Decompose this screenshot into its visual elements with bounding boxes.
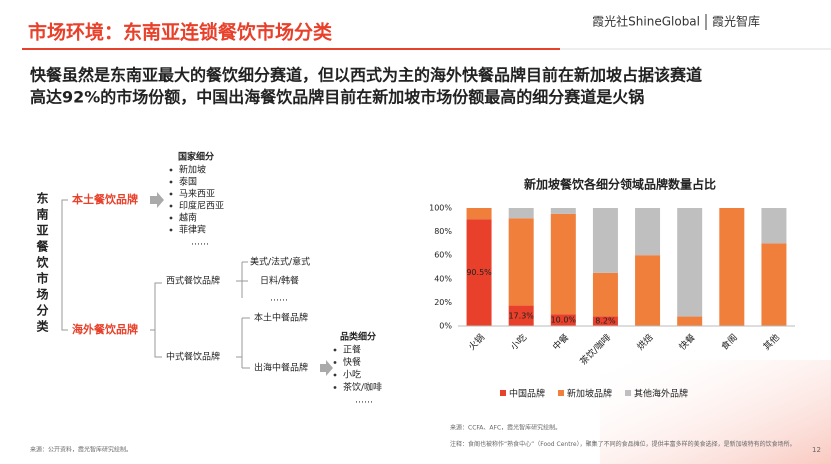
- legend-swatch: [625, 390, 632, 396]
- source: 来源：公开资料，霞光智库研究绘制。: [30, 446, 132, 454]
- bullet: [169, 168, 173, 172]
- bullet: [333, 373, 337, 377]
- legend-label: 中国品牌: [509, 388, 545, 400]
- list-item: 马来西亚: [179, 189, 215, 200]
- list-item: ……: [191, 238, 209, 248]
- legend-swatch: [500, 390, 506, 396]
- y-tick-label: 60%: [434, 251, 452, 260]
- bar-segment: [550, 314, 576, 326]
- bullet: [169, 204, 173, 208]
- bar-segment: [592, 272, 618, 317]
- y-tick-label: 20%: [434, 298, 452, 307]
- x-tick-label: 火锅: [466, 332, 487, 353]
- arrow: [150, 192, 164, 208]
- x-tick-label: 小吃: [508, 331, 529, 352]
- legend-swatch: [558, 390, 565, 396]
- x-tick-label: 烘焙: [634, 331, 655, 352]
- branch-label: 海外餐饮品牌: [72, 322, 138, 336]
- list-title: 品类细分: [340, 331, 376, 343]
- bar-segment: [719, 208, 745, 326]
- bar-segment: [635, 255, 661, 326]
- bar-segment: [508, 305, 534, 326]
- legend-label: 新加坡品牌: [567, 388, 612, 400]
- bar-segment: [761, 243, 787, 326]
- value-label: 10.0%: [551, 316, 577, 325]
- brand: 霞光智库: [712, 14, 760, 29]
- value-label: 90.5%: [466, 268, 492, 277]
- bullet: [169, 228, 173, 232]
- bar-segment: [677, 316, 703, 326]
- y-tick-label: 40%: [434, 274, 452, 283]
- bullet: [169, 192, 173, 196]
- arrow: [320, 360, 333, 376]
- bar-segment: [466, 208, 492, 220]
- list-item: 菲律宾: [179, 224, 206, 236]
- bullet: [169, 180, 173, 184]
- y-tick-label: 80%: [434, 227, 452, 236]
- tree-root: 东南亚餐饮市场分类: [35, 191, 49, 336]
- node: 中式餐饮品牌: [166, 351, 220, 363]
- bracket: [236, 317, 250, 369]
- page-number: 12: [812, 446, 821, 454]
- list-item: 印度尼西亚: [179, 200, 224, 212]
- list-item: 快餐: [343, 356, 361, 368]
- y-tick-label: 100%: [429, 204, 452, 213]
- bar-segment: [592, 316, 618, 326]
- node: ……: [270, 294, 288, 304]
- chart-source: 来源：CCFA、AFC，霞光智库研究绘制。: [450, 424, 561, 432]
- x-tick-label: 快餐: [676, 331, 697, 352]
- x-tick-label: 中餐: [550, 331, 571, 352]
- bar-segment: [508, 218, 534, 306]
- bar-segment: [635, 208, 661, 256]
- bar-segment: [466, 219, 492, 326]
- bar-segment: [592, 208, 618, 273]
- list-item: 正餐: [343, 344, 361, 356]
- bracket: [150, 282, 162, 358]
- legend-label: 其他海外品牌: [634, 388, 688, 400]
- subtitle-line: 快餐虽然是东南亚最大的餐饮细分赛道，但以西式为主的海外快餐品牌目前在新加坡占据该…: [30, 66, 702, 85]
- slide-title: 市场环境：东南亚连锁餐饮市场分类: [28, 21, 332, 44]
- x-tick-label: 其他: [761, 331, 782, 352]
- list-title: 国家细分: [178, 151, 214, 163]
- list-item: 新加坡: [179, 164, 206, 176]
- node: 本土中餐品牌: [254, 312, 308, 324]
- list-item: 茶饮/咖啡: [343, 381, 382, 393]
- logo: 霞光社ShineGlobal: [592, 14, 700, 29]
- bullet: [169, 216, 173, 220]
- bracket: [61, 199, 68, 331]
- bullet: [333, 361, 337, 364]
- list-item: 越南: [179, 212, 197, 224]
- node: 出海中餐品牌: [254, 362, 308, 374]
- bracket: [236, 261, 248, 298]
- bar-segment: [508, 208, 534, 219]
- bullet: [333, 386, 337, 389]
- y-tick-label: 0%: [439, 322, 452, 331]
- bullet: [333, 348, 337, 352]
- bar-segment: [677, 208, 703, 317]
- branch-label: 本土餐饮品牌: [72, 192, 138, 206]
- node: 日料/韩餐: [260, 275, 299, 287]
- subtitle-line: 高达92%的市场份额，中国出海餐饮品牌目前在新加坡市场份额最高的细分赛道是火锅: [30, 88, 644, 107]
- value-label: 8.2%: [595, 317, 616, 326]
- list-item: 泰国: [179, 176, 197, 188]
- note: 注释：食阁也被称作“熟食中心”（Food Centre），聚集了不同的食品摊位，…: [450, 441, 796, 448]
- bar-segment: [550, 213, 576, 315]
- list-item: ……: [355, 396, 373, 406]
- chart-title: 新加坡餐饮各细分领域品牌数量占比: [524, 177, 716, 192]
- bar-segment: [761, 208, 787, 244]
- bar-segment: [550, 208, 576, 214]
- list-item: 小吃: [343, 369, 361, 381]
- value-label: 17.3%: [508, 311, 534, 320]
- node: 美式/法式/意式: [250, 256, 310, 268]
- x-tick-label: 食阁: [718, 331, 739, 352]
- corner-shade: [600, 360, 831, 464]
- node: 西式餐饮品牌: [166, 275, 220, 287]
